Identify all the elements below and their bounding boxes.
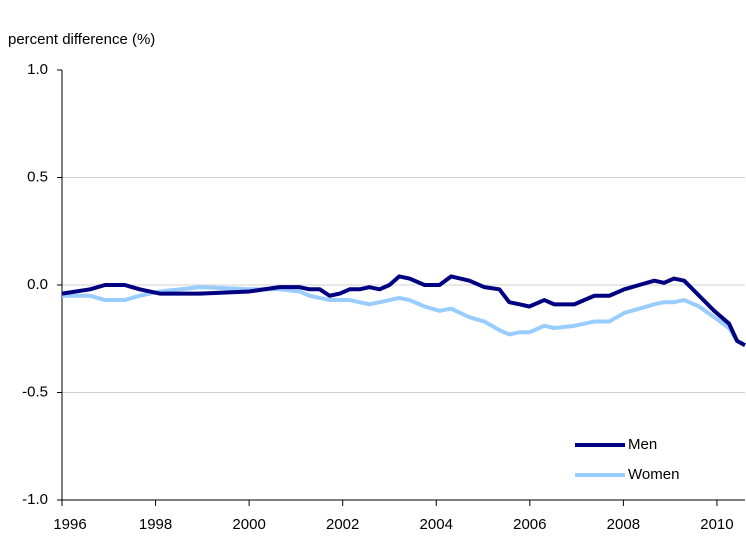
x-tick-label: 2000 bbox=[232, 516, 265, 533]
y-tick-label: -0.5 bbox=[22, 383, 48, 400]
x-tick-label: 1998 bbox=[139, 516, 172, 533]
y-tick-label: 1.0 bbox=[27, 61, 48, 78]
y-tick-label: 0.0 bbox=[27, 276, 48, 293]
legend-label: Women bbox=[628, 466, 679, 483]
x-tick-label: 2008 bbox=[607, 516, 640, 533]
y-axis-label: percent difference (%) bbox=[8, 31, 155, 48]
x-tick-label: 2004 bbox=[420, 516, 453, 533]
x-tick-label: 2002 bbox=[326, 516, 359, 533]
y-tick-label: 0.5 bbox=[27, 168, 48, 185]
x-tick-label: 2006 bbox=[513, 516, 546, 533]
x-tick-label: 2010 bbox=[700, 516, 733, 533]
y-tick-label: -1.0 bbox=[22, 491, 48, 508]
legend-label: Men bbox=[628, 436, 657, 453]
x-tick-label: 1996 bbox=[53, 516, 86, 533]
series-line bbox=[62, 285, 746, 347]
series-line bbox=[61, 274, 746, 347]
